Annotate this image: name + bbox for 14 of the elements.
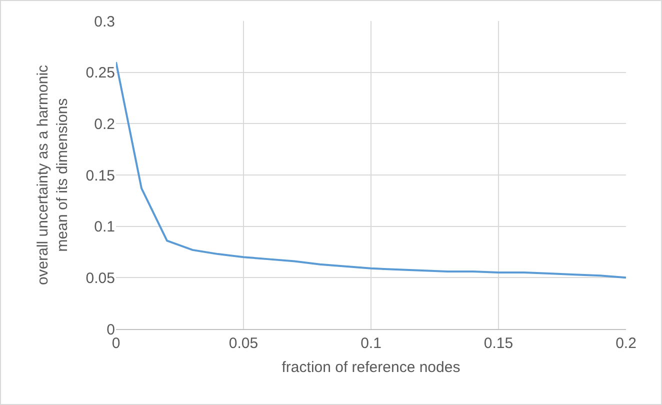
y-tick-label: 0.15 [86,167,115,184]
y-tick-label: 0.05 [86,270,115,287]
x-tick-label: 0.1 [360,335,382,352]
y-tick-label: 0.1 [94,218,115,236]
y-tick-label: 0 [106,321,115,338]
x-tick-label: 0.05 [228,335,258,352]
x-axis-title: fraction of reference nodes [282,359,460,376]
x-tick-label: 0.15 [484,335,514,352]
y-tick-label: 0.3 [94,13,115,30]
y-tick-label: 0.25 [86,64,115,82]
x-tick-label: 0.2 [616,335,636,352]
y-axis-title: overall uncertainty as a harmonic mean of its dimensions [34,64,72,286]
line-series [116,61,626,279]
y-tick-label: 0.2 [94,116,115,133]
